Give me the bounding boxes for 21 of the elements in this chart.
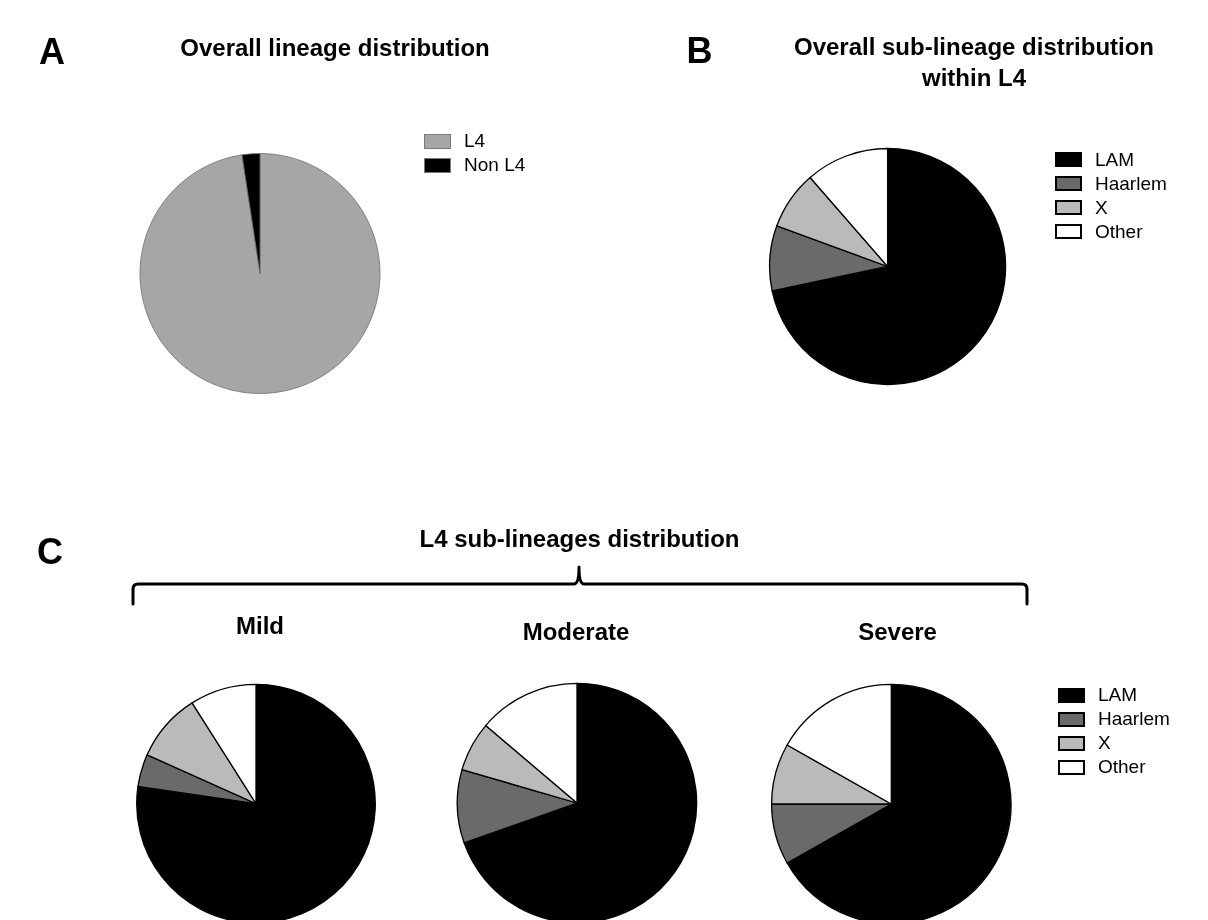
legend-label: Other [1098,756,1146,778]
chart-title: Overall lineage distribution [180,32,490,63]
legend-label: LAM [1098,684,1138,706]
legend-label: X [1098,732,1111,754]
pie-slice [139,153,381,394]
chart-title: Severe [858,617,937,648]
text: A [39,29,65,74]
legend-label: Other [1095,220,1143,243]
legend-label: L4 [464,130,486,152]
text: L4 sub-lineages distribution [419,524,740,555]
text: C [37,529,63,574]
legend-label: X [1095,196,1108,219]
legend-label: Non L4 [464,154,526,176]
chart-title: Overall sub-lineage distribution within L4 [792,31,1156,93]
legend-label: Haarlem [1095,172,1167,195]
text: B [686,28,713,73]
legend-label: LAM [1095,148,1135,171]
chart-title: Moderate [522,617,630,648]
chart-title: Mild [236,611,284,642]
legend-label: Haarlem [1098,708,1170,730]
pie-slice [771,147,1007,385]
